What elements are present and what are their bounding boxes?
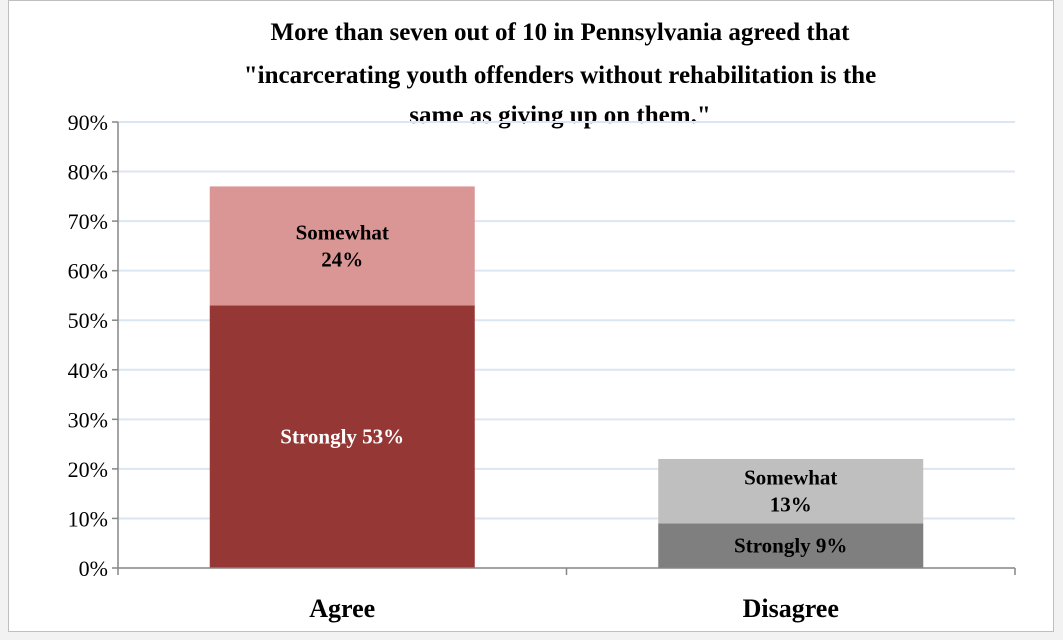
y-tick-label: 90%	[68, 110, 108, 135]
segment-labels: Strongly 53% Somewhat 24% Strongly 9% Somewh…	[280, 220, 847, 557]
y-axis-ticks: 0% 10% 20% 30% 40% 50% 60% 70% 80% 90%	[68, 110, 118, 581]
y-tick-label: 50%	[68, 308, 108, 333]
chart-title-line-1: More than seven out of 10 in Pennsylvani…	[271, 19, 851, 46]
bar-segment	[209, 186, 475, 306]
bar-segment	[209, 305, 475, 568]
y-tick-label: 80%	[68, 160, 108, 185]
y-tick-label: 20%	[68, 457, 108, 482]
data-label: Somewhat	[744, 466, 837, 490]
data-label: Strongly 53%	[280, 425, 404, 449]
chart-title-line-2: "incarcerating youth offenders without r…	[244, 62, 876, 89]
data-label: Strongly 9%	[734, 534, 847, 558]
x-category-label: Disagree	[743, 594, 839, 623]
y-tick-label: 40%	[68, 358, 108, 383]
y-tick-label: 0%	[79, 556, 108, 581]
x-axis-ticks: Agree Disagree	[117, 568, 1016, 623]
y-tick-label: 10%	[68, 506, 108, 531]
bar-segment	[658, 523, 924, 568]
data-label: Somewhat	[296, 220, 389, 244]
y-tick-label: 30%	[68, 407, 108, 432]
data-label: 24%	[321, 247, 363, 271]
y-tick-label: 60%	[68, 259, 108, 284]
x-category-label: Agree	[309, 594, 375, 623]
chart-title-line-3: same as giving up on them."	[409, 102, 710, 129]
data-label: 13%	[770, 493, 812, 517]
bar-segment	[658, 458, 924, 524]
bars	[209, 186, 924, 568]
y-tick-label: 70%	[68, 209, 108, 234]
chart-title: More than seven out of 10 in Pennsylvani…	[244, 19, 876, 129]
